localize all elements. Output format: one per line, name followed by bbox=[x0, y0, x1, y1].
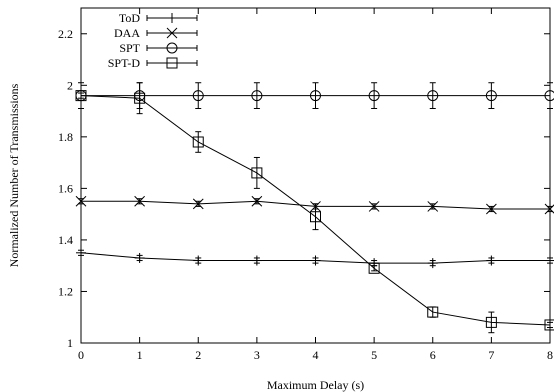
legend-marker bbox=[167, 13, 177, 23]
data-point bbox=[545, 255, 554, 266]
data-point bbox=[193, 255, 204, 266]
y-tick-label: 2.2 bbox=[58, 27, 73, 41]
y-tick-label: 2 bbox=[67, 78, 73, 92]
x-tick-label: 2 bbox=[195, 348, 201, 362]
data-point bbox=[76, 247, 86, 258]
data-point bbox=[251, 195, 263, 207]
legend-item-spt: SPT bbox=[119, 41, 198, 55]
data-point bbox=[192, 136, 204, 148]
axis-ticks: 0 1 2 3 4 5 6 7 811.21.41.61.822.2 bbox=[58, 8, 553, 362]
series-tod bbox=[76, 247, 554, 269]
x-tick-label: 6 bbox=[430, 348, 436, 362]
legend-item-tod: ToD bbox=[119, 11, 198, 25]
y-axis-label: Normalized Number of Transmissions bbox=[7, 83, 21, 267]
data-point bbox=[251, 255, 262, 266]
x-tick-label: 1 bbox=[137, 348, 143, 362]
data-point bbox=[192, 90, 204, 102]
x-axis-label: Maximum Delay (s) bbox=[267, 378, 364, 392]
legend-label: SPT-D bbox=[108, 56, 141, 70]
data-point bbox=[486, 255, 497, 266]
data-point bbox=[310, 255, 321, 266]
data-point bbox=[310, 211, 321, 223]
plot-frame bbox=[80, 7, 551, 344]
x-tick-label: 5 bbox=[371, 348, 377, 362]
marker-diag2 bbox=[486, 203, 497, 215]
legend-item-spt-d: SPT-D bbox=[108, 56, 198, 70]
y-tick-label: 1.2 bbox=[58, 284, 73, 298]
legend-item-daa: DAA bbox=[114, 26, 198, 40]
data-point bbox=[192, 198, 204, 210]
data-point bbox=[544, 319, 554, 331]
data-point bbox=[251, 167, 263, 179]
legend-marker bbox=[166, 27, 178, 39]
data-point bbox=[134, 92, 146, 104]
x-tick-label: 8 bbox=[547, 348, 553, 362]
legend-label: ToD bbox=[119, 11, 140, 25]
data-point bbox=[368, 262, 380, 274]
marker-diag2 bbox=[75, 195, 87, 207]
data-point bbox=[134, 252, 145, 263]
data-point bbox=[427, 306, 439, 318]
legend-marker bbox=[166, 57, 178, 69]
legend-label: SPT bbox=[119, 41, 140, 55]
series-layer bbox=[75, 82, 554, 334]
data-point bbox=[368, 201, 380, 212]
marker-diag2 bbox=[166, 27, 178, 39]
x-tick-label: 7 bbox=[488, 348, 494, 362]
marker-diag2 bbox=[134, 195, 145, 207]
data-point bbox=[368, 90, 380, 102]
legend-marker bbox=[166, 42, 178, 54]
data-point bbox=[427, 258, 438, 269]
y-tick-label: 1.4 bbox=[58, 233, 73, 247]
data-point bbox=[310, 90, 321, 102]
legend-label: DAA bbox=[114, 26, 140, 40]
marker-diag2 bbox=[427, 201, 439, 212]
data-point bbox=[485, 90, 497, 102]
x-tick-label: 3 bbox=[254, 348, 260, 362]
plot-border bbox=[80, 7, 551, 344]
data-point bbox=[427, 90, 439, 102]
y-tick-label: 1.8 bbox=[58, 130, 73, 144]
marker-diag2 bbox=[251, 195, 263, 207]
data-point bbox=[486, 203, 497, 215]
marker-diag2 bbox=[192, 198, 204, 210]
data-point bbox=[427, 201, 439, 212]
data-point bbox=[544, 90, 554, 102]
marker-diag2 bbox=[544, 204, 554, 215]
x-tick-label: 4 bbox=[313, 348, 319, 362]
series-spt-d bbox=[75, 82, 554, 334]
y-tick-label: 1.6 bbox=[58, 181, 73, 195]
x-tick-label: 0 bbox=[78, 348, 84, 362]
data-point bbox=[544, 203, 554, 215]
y-tick-label: 1 bbox=[67, 336, 73, 350]
data-point bbox=[485, 316, 497, 328]
data-point bbox=[134, 195, 145, 207]
data-point bbox=[251, 90, 263, 102]
data-point bbox=[75, 90, 87, 102]
data-point bbox=[75, 195, 87, 207]
marker-diag2 bbox=[368, 201, 380, 212]
